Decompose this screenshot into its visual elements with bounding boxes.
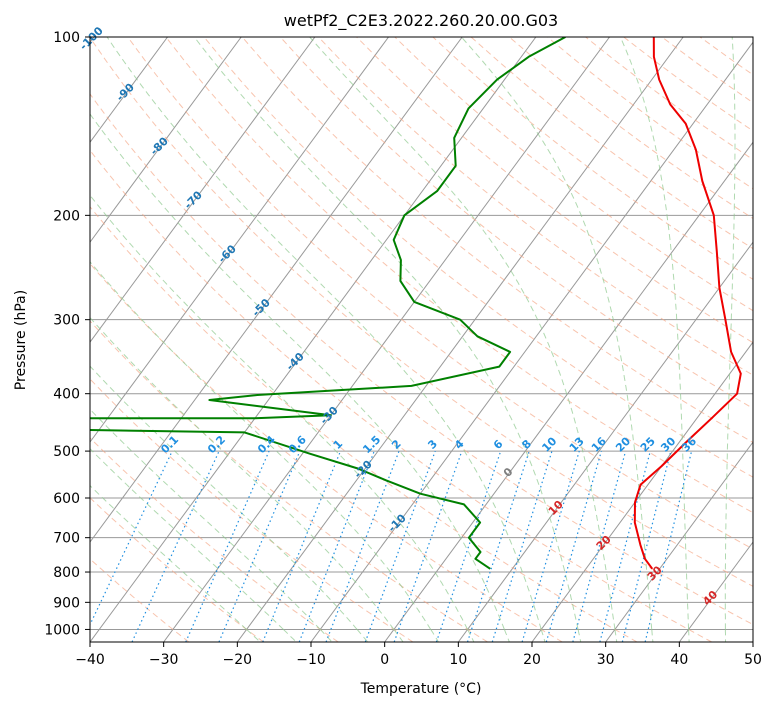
mixing-ratio-line: [218, 450, 301, 642]
mixing-ratio-line: [644, 450, 693, 642]
y-tick-label: 1000: [44, 622, 80, 638]
moist-adiabat-line: [90, 194, 475, 642]
pressure-gridlines: [90, 37, 753, 630]
plot-frame: [89, 36, 754, 643]
moist-adiabat-line: [90, 365, 369, 642]
mixing-ratio-line: [545, 450, 602, 642]
y-axis-title: Pressure (hPa): [13, 290, 29, 390]
mixing-ratio-line: [131, 450, 220, 642]
y-tick-label: 200: [53, 208, 80, 224]
dry-adiabat-line: [90, 37, 753, 587]
mixing-ratio-line: [491, 450, 553, 642]
mixing-ratio-line: [466, 450, 530, 642]
x-tick-label: −10: [296, 652, 326, 668]
dry-adiabat-line: [90, 93, 753, 626]
y-tick-label: 300: [53, 313, 80, 329]
dry-adiabat-line: [165, 37, 753, 514]
dry-adiabat-line: [356, 37, 753, 344]
dry-adiabat-line: [90, 205, 638, 642]
mixing-ratio-line: [435, 450, 502, 642]
y-tick-label: 900: [53, 595, 80, 611]
isotherm-line: [163, 37, 610, 642]
x-tick-label: −30: [149, 652, 179, 668]
x-axis-title: Temperature (°C): [360, 681, 482, 697]
moist-adiabat-line: [90, 113, 510, 642]
moist-adiabat-line: [461, 37, 654, 642]
x-tick-label: 10: [449, 652, 467, 668]
isotherm-line: [90, 37, 242, 244]
isotherm-line: [310, 41, 753, 642]
dry-adiabat-line: [90, 149, 712, 642]
isotherm-lines: [90, 37, 753, 642]
isotherm-line: [90, 37, 168, 144]
x-tick-label: −20: [223, 652, 253, 668]
isotherm-line: [236, 37, 684, 642]
isotherm-line: [90, 37, 389, 443]
y-tick-label: 700: [53, 531, 80, 547]
isotherm-line: [90, 37, 537, 642]
plot-area: [90, 37, 753, 642]
moist-adiabat-line: [90, 261, 439, 642]
moist-adiabat-line: [90, 408, 333, 642]
isotherm-line: [384, 141, 753, 642]
y-tick-label: 600: [53, 491, 80, 507]
mixing-ratio-line: [599, 450, 651, 642]
y-tick-label: 500: [53, 444, 80, 460]
chart-title: wetPf2_C2E3.2022.260.20.00.G03: [284, 11, 558, 31]
x-tick-label: −40: [75, 652, 105, 668]
x-tick-label: 30: [597, 652, 615, 668]
dry-adiabat-line: [318, 37, 753, 376]
x-tick-label: 40: [670, 652, 688, 668]
dry-adiabat-lines: [90, 37, 753, 642]
moist-adiabat-line: [90, 484, 261, 642]
mixing-ratio-line: [621, 450, 672, 642]
isotherm-line: [605, 441, 753, 642]
x-tick-label: 20: [523, 652, 541, 668]
axis-ticks: −40 −30 −20 −10 0 10 20 30 40 50 100 200 300 400 500 60…: [44, 30, 762, 668]
moist-adiabat-line: [619, 37, 690, 642]
moist-adiabat-line: [106, 37, 546, 642]
y-tick-label: 400: [53, 387, 80, 403]
moist-adiabat-line: [90, 316, 404, 642]
dry-adiabat-line: [90, 378, 414, 642]
moist-adiabat-line: [90, 447, 297, 642]
isotherm-line: [90, 37, 316, 343]
dry-adiabat-line: [90, 262, 563, 642]
x-tick-label: 0: [380, 652, 389, 668]
mixing-ratio-line: [90, 450, 173, 627]
y-tick-label: 800: [53, 565, 80, 581]
isotherm-line: [531, 341, 753, 642]
y-tick-label: 100: [53, 30, 80, 46]
mixing-ratio-line: [185, 450, 270, 642]
dry-adiabat-line: [127, 37, 753, 550]
moist-adiabat-line: [724, 37, 736, 642]
moist-adiabat-line: [309, 37, 618, 642]
temperature-profile-line: [633, 37, 742, 570]
sounding-profiles: [90, 37, 742, 570]
isotherm-line: [90, 37, 463, 543]
moist-adiabat-line: [193, 37, 582, 642]
isotherm-line: [457, 241, 753, 642]
dewpoint-profile-line: [90, 37, 566, 570]
x-tick-label: 50: [744, 652, 762, 668]
mixing-ratio-line: [572, 450, 627, 642]
moist-adiabat-lines: [90, 37, 736, 642]
mixing-ratio-lines: [90, 450, 693, 642]
dry-adiabat-line: [279, 37, 753, 410]
mixing-ratio-line: [262, 450, 342, 642]
mixing-ratio-line: [521, 450, 580, 642]
